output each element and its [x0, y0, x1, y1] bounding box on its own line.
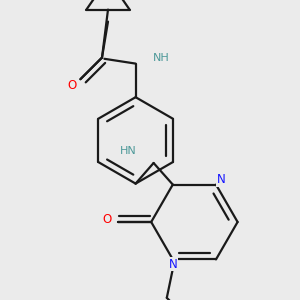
- Text: N: N: [168, 258, 177, 271]
- Text: HN: HN: [120, 146, 137, 156]
- Text: O: O: [68, 79, 76, 92]
- Text: NH: NH: [152, 52, 169, 63]
- Text: N: N: [216, 173, 225, 186]
- Text: O: O: [102, 213, 111, 226]
